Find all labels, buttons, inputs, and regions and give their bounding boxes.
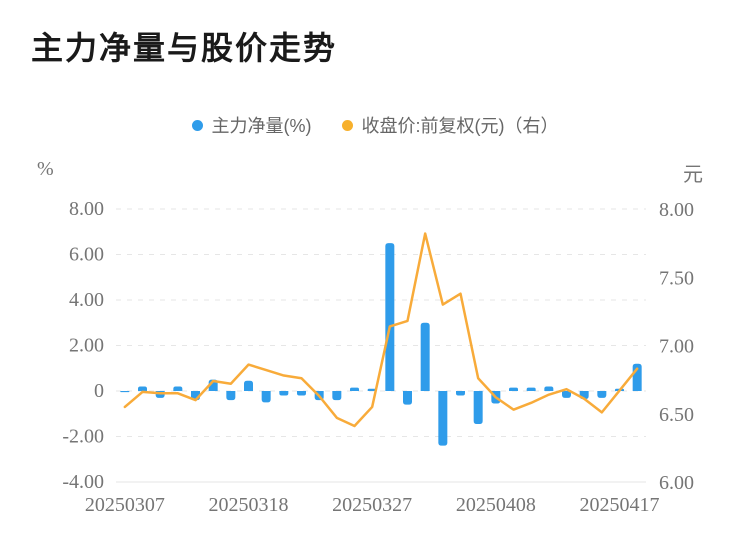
- bar-20250325[interactable]: [332, 391, 342, 401]
- bar-20250317[interactable]: [226, 391, 236, 401]
- left-axis-unit: %: [37, 158, 54, 180]
- legend-label: 收盘价:前复权(元)（右）: [361, 116, 559, 136]
- x-axis-tick-label: 20250318: [209, 494, 289, 516]
- right-axis-unit: 元: [683, 164, 703, 186]
- bar-20250410[interactable]: [526, 387, 536, 391]
- left-axis-tick-label: 2.00: [69, 335, 104, 357]
- bar-20250407[interactable]: [473, 391, 483, 424]
- bar-20250409[interactable]: [509, 387, 518, 391]
- bar-20250307[interactable]: [120, 391, 130, 393]
- bar-20250402[interactable]: [438, 391, 448, 446]
- legend-marker-icon: [191, 119, 203, 131]
- bar-20250416[interactable]: [597, 391, 607, 398]
- bar-20250319[interactable]: [261, 391, 271, 403]
- price-line[interactable]: [123, 232, 639, 428]
- bar-20250401[interactable]: [420, 322, 430, 391]
- x-axis-tick-label: 20250417: [580, 494, 660, 516]
- right-axis-tick-label: 6.00: [659, 472, 694, 494]
- bar-20250328[interactable]: [385, 243, 395, 391]
- bar-20250327[interactable]: [367, 388, 377, 391]
- legend-item-close-price[interactable]: 收盘价:前复权(元)（右）: [341, 112, 559, 138]
- bar-20250320[interactable]: [279, 391, 289, 396]
- chart-title: 主力净量与股价走势: [31, 30, 338, 66]
- bar-20250312[interactable]: [173, 386, 183, 391]
- right-axis-tick-label: 7.00: [659, 336, 694, 358]
- left-axis-tick-label: 4.00: [69, 289, 104, 311]
- left-axis-tick-label: -2.00: [62, 426, 104, 448]
- bar-20250321[interactable]: [297, 391, 306, 396]
- legend-item-main-net-volume[interactable]: 主力净量(%): [191, 112, 312, 138]
- bar-20250331[interactable]: [403, 391, 412, 405]
- legend-label: 主力净量(%): [211, 116, 312, 136]
- left-axis-tick-label: 6.00: [69, 244, 104, 266]
- bar-20250414[interactable]: [562, 391, 571, 398]
- bar-20250326[interactable]: [350, 387, 359, 391]
- x-axis-tick-label: 20250327: [332, 494, 412, 516]
- right-axis-tick-label: 8.00: [659, 199, 694, 221]
- bar-20250403[interactable]: [456, 391, 465, 396]
- left-axis-tick-label: -4.00: [62, 471, 104, 493]
- legend-marker-icon: [341, 119, 353, 131]
- bar-20250411[interactable]: [544, 386, 554, 391]
- bar-20250318[interactable]: [244, 380, 253, 391]
- left-axis-tick-label: 8.00: [69, 198, 104, 220]
- right-axis-tick-label: 7.50: [659, 267, 694, 289]
- x-axis-tick-label: 20250408: [456, 494, 536, 516]
- right-axis-tick-label: 6.50: [659, 404, 694, 426]
- bar-20250310[interactable]: [138, 386, 147, 391]
- left-axis-tick-label: 0: [94, 380, 104, 402]
- legend: 主力净量(%) 收盘价:前复权(元)（右）: [0, 112, 750, 138]
- x-axis-tick-label: 20250307: [85, 494, 165, 516]
